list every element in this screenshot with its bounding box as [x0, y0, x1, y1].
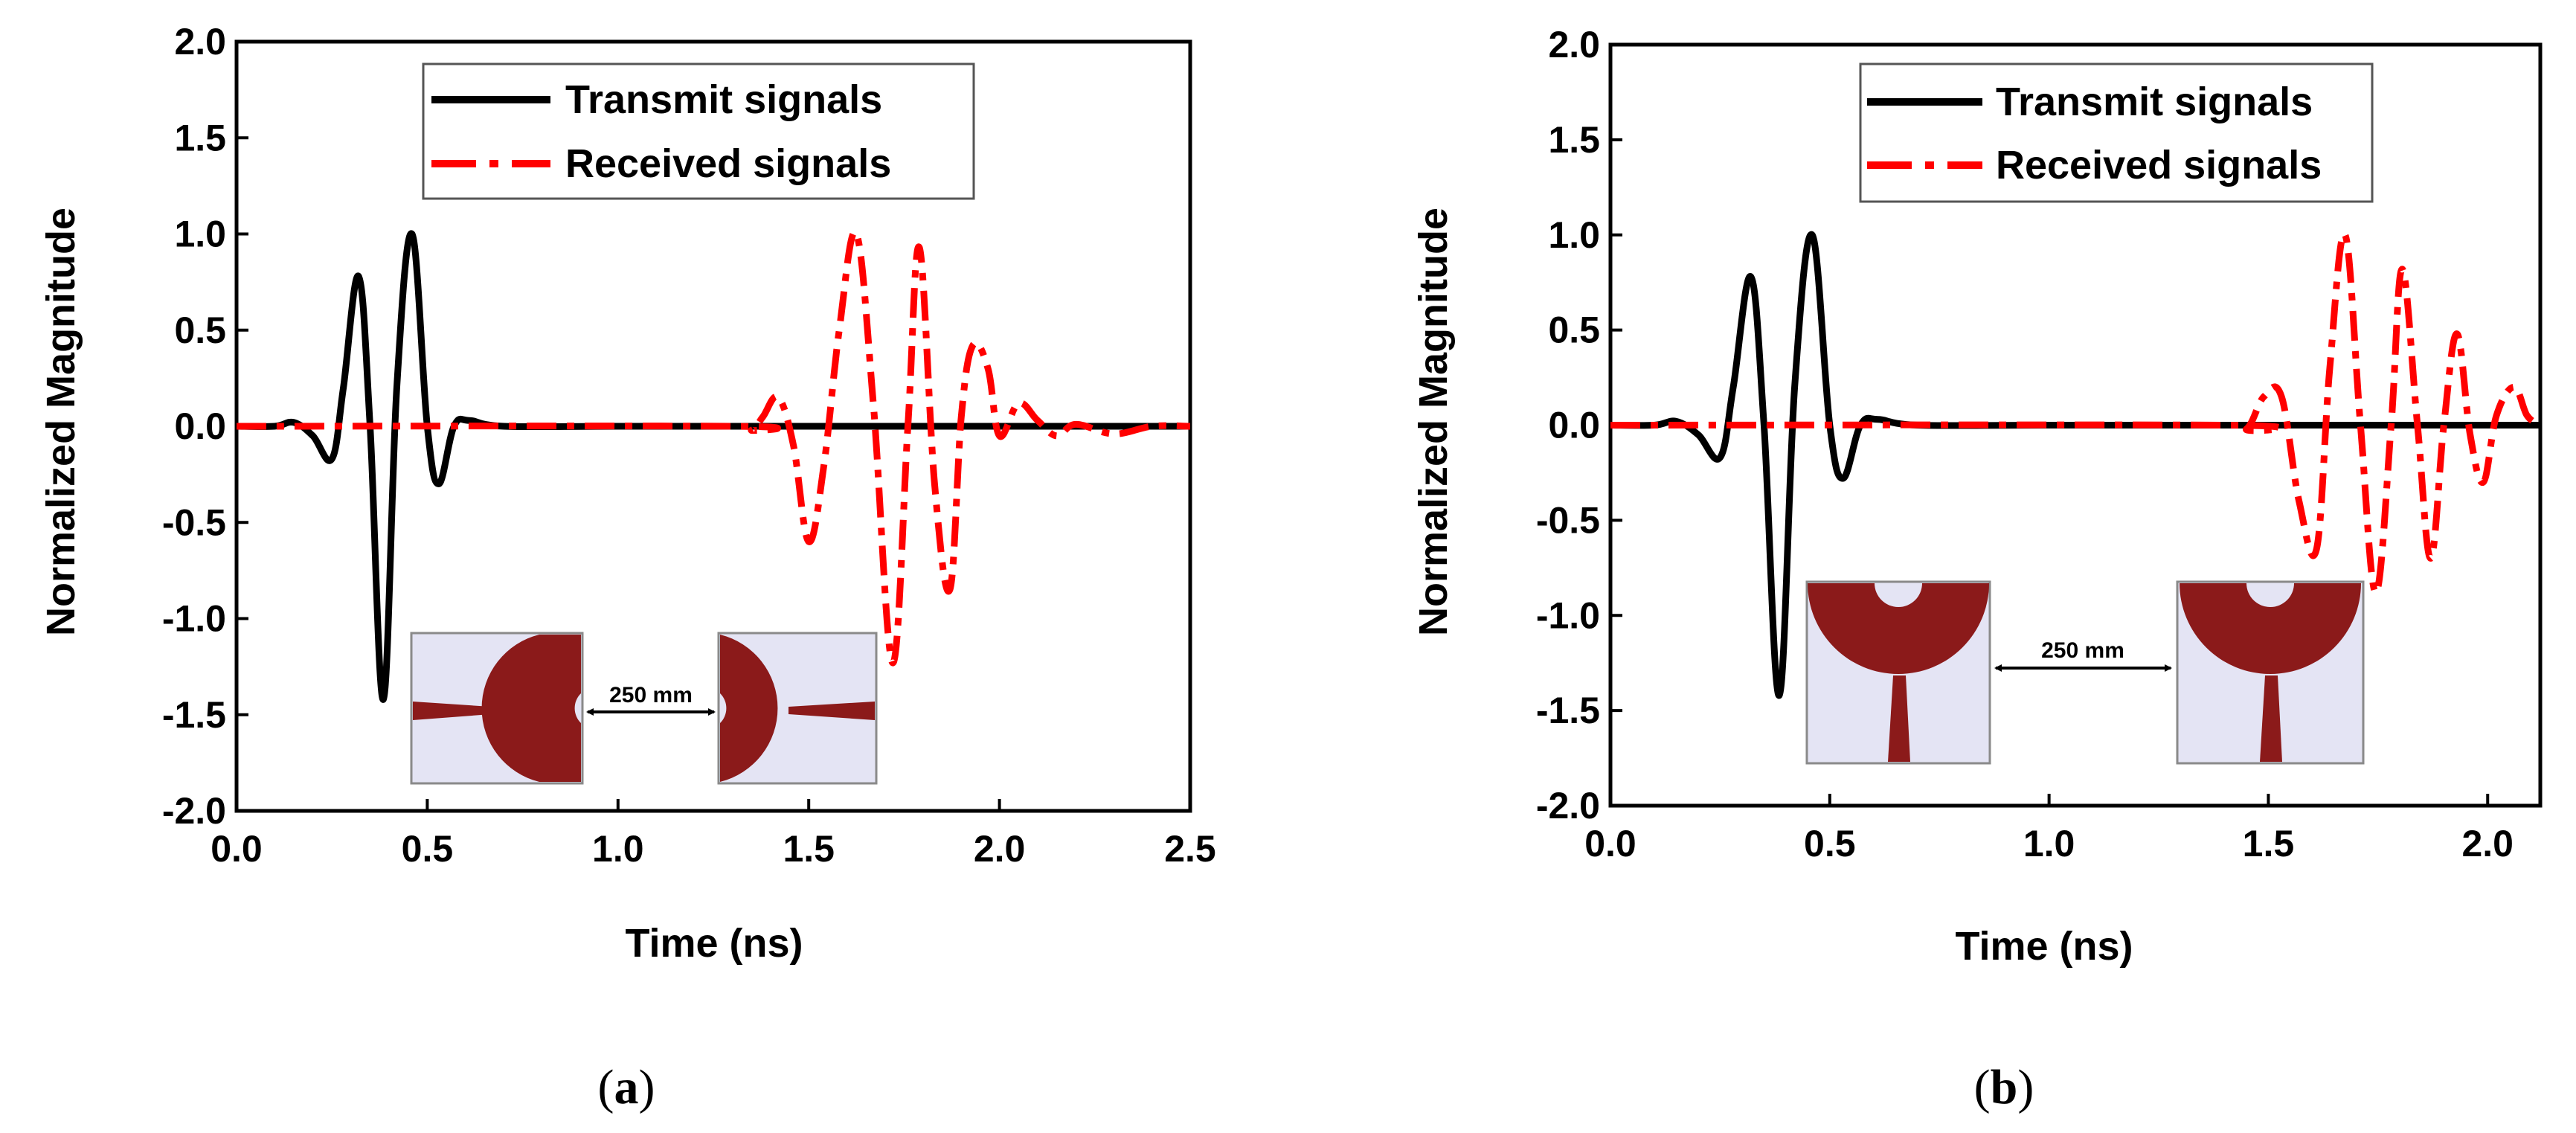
y-axis-title-a: Normalized Magnitude — [39, 208, 83, 636]
inset-antennas-b: 250 mm — [1805, 580, 2365, 765]
transmit-signal-line — [236, 230, 1190, 703]
x-tick-label: 2.0 — [2461, 823, 2514, 864]
y-tick-label: -1.5 — [162, 694, 226, 736]
series-lines-a — [236, 228, 1191, 703]
y-ticks-b: 2.0 1.5 1.0 0.5 0.0 -0.5 -1.0 -1.5 -2.0 — [1536, 24, 1622, 827]
y-tick-label: 1.0 — [174, 214, 226, 255]
legend-label-received-a: Received signals — [565, 141, 891, 186]
y-axis-title-b: Normalized Magnitude — [1411, 208, 1456, 636]
panel-label-a: (a) — [598, 1060, 655, 1114]
y-tick-label: 2.0 — [174, 21, 226, 62]
x-tick-label: 1.5 — [783, 828, 835, 870]
antenna-left-b — [1805, 580, 1991, 765]
x-tick-label: 2.5 — [1164, 828, 1216, 870]
y-tick-label: 2.0 — [1548, 24, 1600, 65]
x-tick-label: 0.0 — [211, 828, 263, 870]
x-ticks-b: 0.0 0.5 1.0 1.5 2.0 — [1584, 794, 2514, 864]
y-tick-label: 1.0 — [1548, 214, 1600, 256]
antenna-right-a — [717, 632, 878, 785]
y-tick-label: 1.5 — [1548, 119, 1600, 161]
x-ticks-a: 0.0 0.5 1.0 1.5 2.0 2.5 — [211, 799, 1216, 870]
y-tick-label: -1.0 — [1536, 594, 1600, 636]
inset-distance-label-b: 250 mm — [2041, 638, 2124, 663]
y-tick-label: -2.0 — [162, 790, 226, 832]
antenna-right-b — [2176, 580, 2365, 765]
y-tick-label: -1.0 — [162, 598, 226, 640]
received-signal-line — [236, 228, 1191, 667]
y-tick-label: -2.0 — [1536, 785, 1600, 827]
y-tick-label: -0.5 — [1536, 499, 1600, 541]
x-tick-label: 2.0 — [974, 828, 1026, 870]
y-tick-label: 0.5 — [174, 309, 226, 351]
x-tick-label: 0.5 — [402, 828, 454, 870]
inset-antennas-a: 250 mm — [410, 632, 878, 785]
transmit-signal-line — [1610, 231, 2540, 699]
panel-label-b: (b) — [1974, 1060, 2034, 1114]
antenna-left-a — [410, 632, 584, 785]
inset-distance-label-a: 250 mm — [609, 683, 693, 707]
legend-label-transmit-b: Transmit signals — [1996, 80, 2313, 124]
y-ticks-a: 2.0 1.5 1.0 0.5 0.0 -0.5 -1.0 -1.5 -2.0 — [162, 21, 248, 832]
y-tick-label: -1.5 — [1536, 690, 1600, 731]
y-tick-label: -0.5 — [162, 501, 226, 543]
x-tick-label: 1.0 — [2023, 823, 2075, 864]
x-tick-label: 1.5 — [2243, 823, 2295, 864]
x-tick-label: 0.0 — [1584, 823, 1637, 864]
received-signal-line — [1610, 231, 2543, 597]
legend-b: Transmit signals Received signals — [1859, 62, 2374, 203]
x-tick-label: 0.5 — [1804, 823, 1856, 864]
legend-label-received-b: Received signals — [1996, 143, 2322, 187]
legend-label-transmit-a: Transmit signals — [565, 77, 882, 122]
series-lines-b — [1610, 231, 2543, 699]
x-axis-title-b: Time (ns) — [1955, 924, 2133, 969]
legend-a: Transmit signals Received signals — [422, 62, 975, 200]
x-tick-label: 1.0 — [592, 828, 644, 870]
y-tick-label: 1.5 — [174, 117, 226, 158]
x-axis-title-a: Time (ns) — [625, 921, 803, 966]
y-tick-label: 0.0 — [1548, 405, 1600, 446]
chart-panel-b: 2.0 1.5 1.0 0.5 0.0 -0.5 -1.0 -1.5 -2.0 0.0 0.5 1.… — [1411, 24, 2543, 1114]
y-tick-label: 0.0 — [174, 405, 226, 447]
chart-panel-a: 2.0 1.5 1.0 0.5 0.0 -0.5 -1.0 -1.5 -2.0 0.0 0.5 1.… — [39, 21, 1216, 1114]
y-tick-label: 0.5 — [1548, 309, 1600, 351]
